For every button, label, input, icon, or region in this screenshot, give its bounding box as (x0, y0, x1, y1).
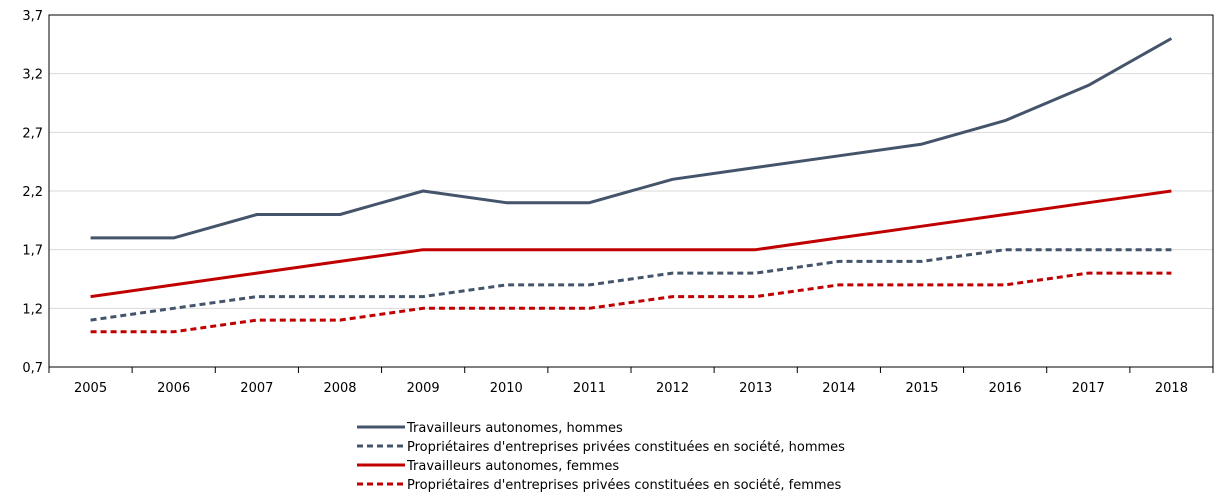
x-tick-label: 2006 (157, 381, 190, 396)
y-tick-label: 3,7 (22, 9, 43, 24)
y-tick-label: 3,2 (22, 68, 43, 83)
series-line-4 (90, 271, 1172, 334)
legend-label: Propriétaires d'entreprises privées cons… (407, 478, 842, 493)
series-line-3 (90, 189, 1172, 299)
x-tick-label: 2012 (656, 381, 689, 396)
x-tick-label: 2017 (1072, 381, 1105, 396)
y-tick-label: 2,2 (22, 185, 43, 200)
legend: Travailleurs autonomes, hommes Propriétai… (357, 421, 845, 493)
legend-label: Propriétaires d'entreprises privées cons… (407, 440, 845, 455)
axes: 0,7 1,2 1,7 2,2 2,7 3,2 3,7 2005 2006 2007 2008 200… (22, 9, 1214, 396)
x-tick-label: 2008 (323, 381, 356, 396)
y-tick-label: 1,7 (22, 244, 43, 259)
x-tick-label: 2013 (739, 381, 772, 396)
series-line-1 (90, 37, 1173, 240)
x-tick-label: 2016 (989, 381, 1022, 396)
grid-lines (49, 14, 1213, 309)
x-tick-label: 2018 (1155, 381, 1188, 396)
x-tick-label: 2011 (573, 381, 606, 396)
y-tick-label: 0,7 (22, 361, 43, 376)
x-tick-label: 2015 (905, 381, 938, 396)
series-lines (90, 37, 1173, 334)
x-tick-label: 2007 (240, 381, 273, 396)
y-tick-label: 2,7 (22, 126, 43, 141)
legend-label: Travailleurs autonomes, femmes (406, 459, 619, 474)
series-line-2 (90, 248, 1172, 322)
legend-label: Travailleurs autonomes, hommes (406, 421, 623, 436)
x-tick-label: 2005 (74, 381, 107, 396)
x-tick-label: 2009 (407, 381, 440, 396)
x-tick-label: 2014 (822, 381, 855, 396)
x-tick-label: 2010 (490, 381, 523, 396)
y-tick-label: 1,2 (22, 302, 43, 317)
